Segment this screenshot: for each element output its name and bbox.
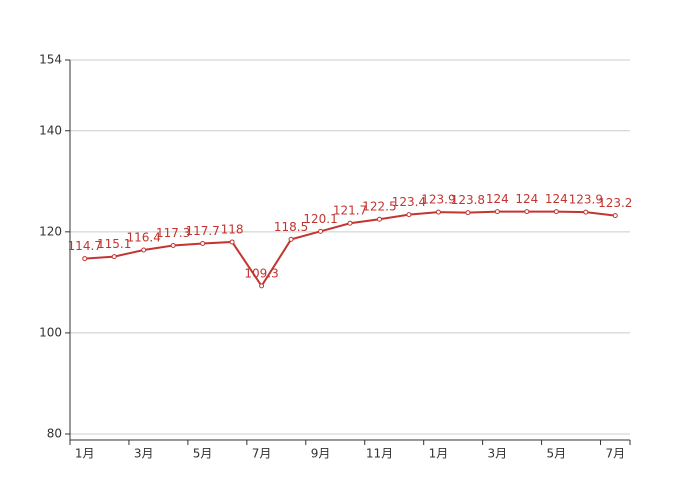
- point: [288, 236, 294, 242]
- point: [347, 220, 353, 226]
- x-tick-label: 9月: [311, 447, 331, 461]
- data-label: 109.3: [244, 266, 278, 280]
- x-tick-label: 7月: [605, 447, 625, 461]
- x-tick-label: 1月: [429, 447, 449, 461]
- point: [200, 240, 206, 246]
- point: [583, 209, 589, 215]
- y-tick-label: 80: [47, 427, 62, 441]
- data-label: 118.5: [274, 220, 308, 234]
- data-label: 123.9: [569, 193, 603, 207]
- x-tick-label: 1月: [75, 447, 95, 461]
- point: [406, 212, 412, 218]
- y-tick-label: 100: [39, 325, 62, 339]
- point: [170, 242, 176, 248]
- data-label: 123.2: [598, 196, 632, 210]
- point: [524, 209, 530, 215]
- point: [141, 247, 147, 253]
- x-tick-label: 5月: [193, 447, 213, 461]
- data-label: 122.5: [362, 200, 396, 214]
- point: [229, 239, 235, 245]
- data-label: 117.7: [185, 224, 219, 238]
- data-label: 118: [221, 222, 244, 236]
- x-tick-label: 7月: [252, 447, 272, 461]
- data-label: 121.7: [333, 204, 367, 218]
- data-label: 124: [545, 192, 568, 206]
- point: [612, 213, 618, 219]
- point: [494, 209, 500, 215]
- point: [111, 254, 117, 260]
- data-label: 115.1: [97, 237, 131, 251]
- x-tick-label: 5月: [546, 447, 566, 461]
- data-label: 124: [486, 192, 509, 206]
- data-label: 114.7: [68, 239, 102, 253]
- data-label: 124: [515, 192, 538, 206]
- data-label: 123.4: [392, 195, 426, 209]
- point: [318, 228, 324, 234]
- data-label: 116.4: [127, 231, 161, 245]
- x-tick-label: 3月: [488, 447, 508, 461]
- y-tick-label: 140: [39, 123, 62, 137]
- x-tick-label: 11月: [366, 447, 393, 461]
- data-label: 120.1: [303, 212, 337, 226]
- data-label: 117.3: [156, 226, 190, 240]
- point: [82, 256, 88, 262]
- y-tick-label: 120: [39, 224, 62, 238]
- data-label: 123.9: [421, 193, 455, 207]
- x-tick-label: 3月: [134, 447, 154, 461]
- point: [553, 209, 559, 215]
- point: [435, 209, 441, 215]
- point: [376, 216, 382, 222]
- y-tick-label: 154: [39, 53, 62, 67]
- data-label: 123.8: [451, 193, 485, 207]
- point: [259, 283, 265, 289]
- point: [465, 210, 471, 216]
